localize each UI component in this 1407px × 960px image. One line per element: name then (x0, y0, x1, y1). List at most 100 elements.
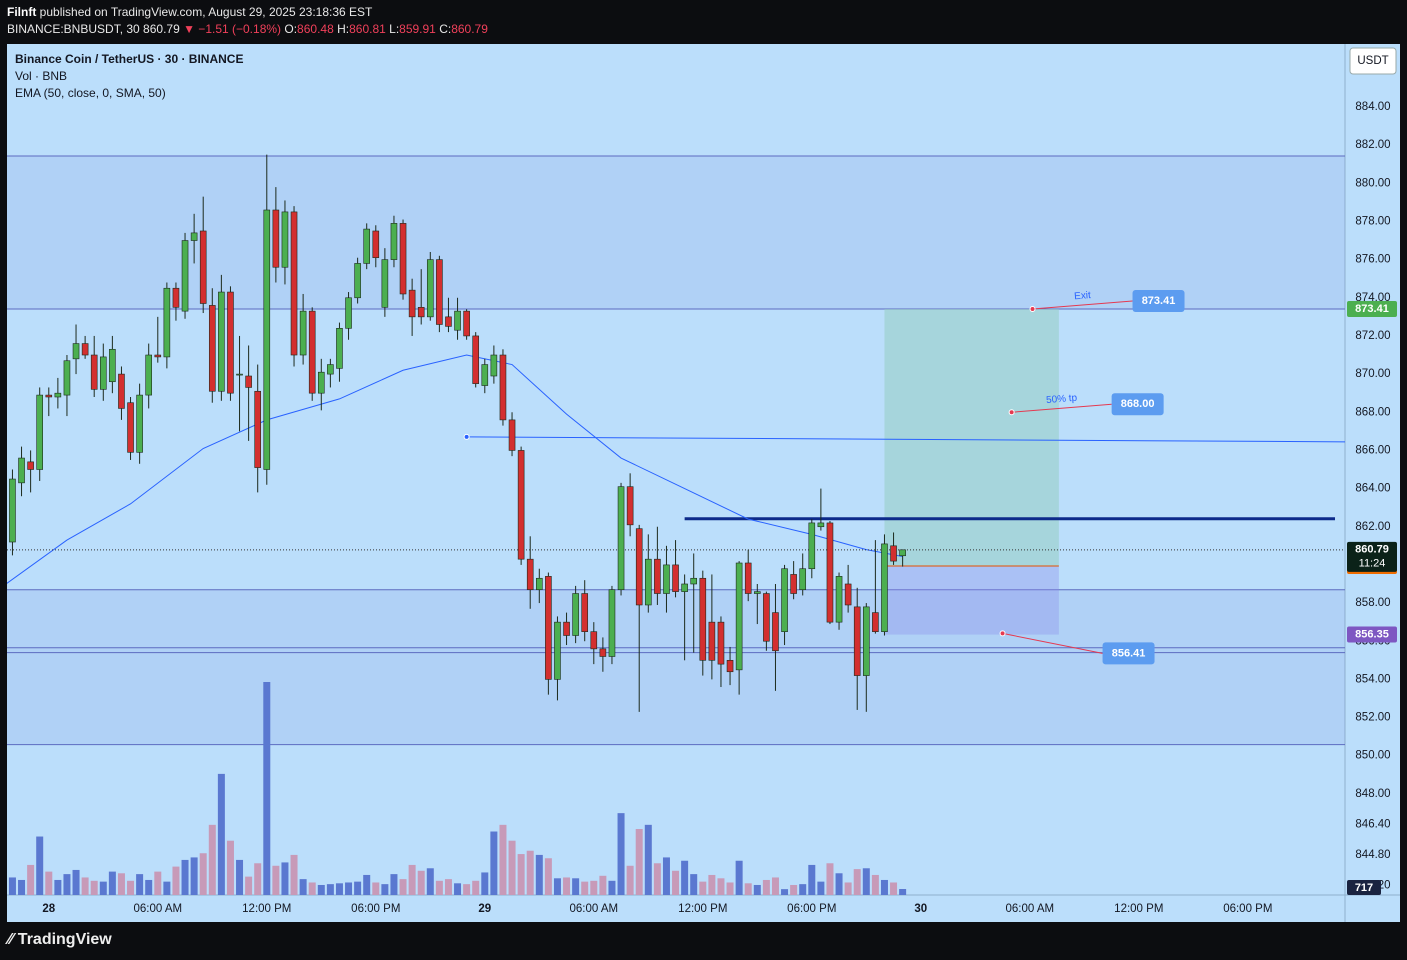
y-tick-label: 876.00 (1355, 254, 1390, 266)
volume-bar (699, 881, 707, 895)
currency-box[interactable] (1349, 47, 1397, 75)
volume-bar (281, 862, 289, 895)
y-tick-label: 852.00 (1355, 712, 1390, 724)
volume-bar (254, 863, 262, 895)
candle-body (690, 577, 698, 585)
x-tick-label: 06:00 AM (133, 903, 182, 915)
candle-body (554, 621, 561, 680)
candle-body (472, 335, 480, 384)
candle-body (145, 354, 153, 396)
volume-bar (90, 880, 98, 895)
volume-bar (63, 874, 71, 895)
candle-body (118, 373, 125, 409)
volume-bar (781, 889, 789, 895)
published: published on TradingView.com, August 29,… (39, 5, 373, 19)
volume-bar (635, 829, 643, 895)
volume-bar (572, 878, 580, 895)
volume-bar (508, 840, 516, 895)
callout-text: Exit (1074, 290, 1092, 302)
volume-bar (690, 874, 698, 895)
volume-bar (426, 868, 434, 895)
volume-bar (708, 874, 716, 895)
y-tick-label: 872.00 (1355, 330, 1390, 342)
volume-bar (199, 853, 207, 895)
candle-body (299, 310, 307, 356)
candle-body (626, 486, 634, 526)
candle-body (9, 478, 16, 543)
volume-bar (45, 871, 53, 895)
y-tick-label: 844.80 (1355, 849, 1390, 861)
candle-body (36, 394, 44, 470)
volume-bar (553, 878, 561, 895)
y-tick-label: 868.00 (1355, 406, 1390, 418)
callout-line (1011, 403, 1112, 413)
candle-body (590, 631, 598, 650)
volume-bar (672, 870, 680, 895)
x-tick-label: 06:00 PM (1223, 903, 1272, 915)
candle-body (454, 310, 461, 331)
volume-bar (544, 858, 552, 895)
y-tick-label: 846.40 (1355, 818, 1390, 830)
candle-body (517, 450, 525, 560)
candle-body (563, 621, 570, 636)
x-tick-label: 12:00 PM (678, 903, 727, 915)
candle-body (463, 310, 470, 337)
x-tick-label: 06:00 AM (569, 903, 618, 915)
volume-bar (853, 869, 861, 895)
last-tag (1347, 541, 1397, 572)
callout-text: 50% tp (1046, 393, 1078, 406)
candle-body (572, 593, 579, 636)
y-tick-label: 854.00 (1355, 673, 1390, 685)
candle-body (890, 545, 897, 562)
volume-bar (317, 884, 325, 895)
candle-body (199, 230, 207, 304)
last-price: 860.79 (143, 22, 180, 36)
callout-value: 868.00 (1121, 398, 1155, 410)
volume-bar (263, 682, 271, 895)
volume-bar (844, 882, 852, 895)
volume-bar (817, 881, 825, 895)
candle-body (90, 354, 98, 390)
volume-bar (372, 882, 380, 895)
candle-body (45, 394, 53, 398)
candle-body (644, 558, 652, 606)
candle-body (18, 457, 25, 484)
volume-bar (563, 877, 571, 895)
candle-body (136, 394, 143, 453)
volume-bar (790, 884, 798, 895)
candle-body (608, 589, 616, 657)
candle-body (81, 343, 89, 356)
volume-bar (226, 840, 234, 895)
volume-bar (526, 850, 534, 895)
candle-body (744, 562, 752, 594)
x-tick-label: 28 (42, 903, 55, 915)
candle-body (835, 576, 843, 623)
candle-body (327, 364, 334, 375)
legend-title: Binance Coin / TetherUS · 30 · BINANCE (15, 52, 243, 66)
candle-body (208, 305, 216, 392)
callout-value: 856.41 (1112, 647, 1146, 659)
volume-bar (81, 877, 89, 895)
candle-body (172, 287, 180, 308)
publisher: Filnft (7, 5, 37, 19)
volume-bar (463, 884, 471, 895)
volume-bar (154, 871, 162, 895)
candle-body (281, 211, 289, 268)
callout-box (1102, 642, 1155, 665)
candle-body (790, 574, 797, 594)
candle-body (535, 577, 543, 591)
candle-body (881, 543, 888, 632)
candle-body (436, 259, 443, 325)
candle-body (681, 583, 688, 592)
candle-body (708, 621, 716, 661)
ohlc: O:860.48 H:860.81 L:859.91 C:860.79 (284, 22, 488, 36)
x-tick-label: 06:00 PM (351, 903, 400, 915)
target-tag-label: 873.41 (1355, 303, 1389, 315)
zone (7, 156, 1345, 310)
stop-tag-label: 856.35 (1355, 628, 1389, 640)
volume-bar (127, 880, 135, 895)
x-tick-label: 29 (478, 903, 491, 915)
candle-body (399, 223, 407, 295)
candle-body (336, 328, 343, 369)
candle-body (635, 528, 643, 606)
